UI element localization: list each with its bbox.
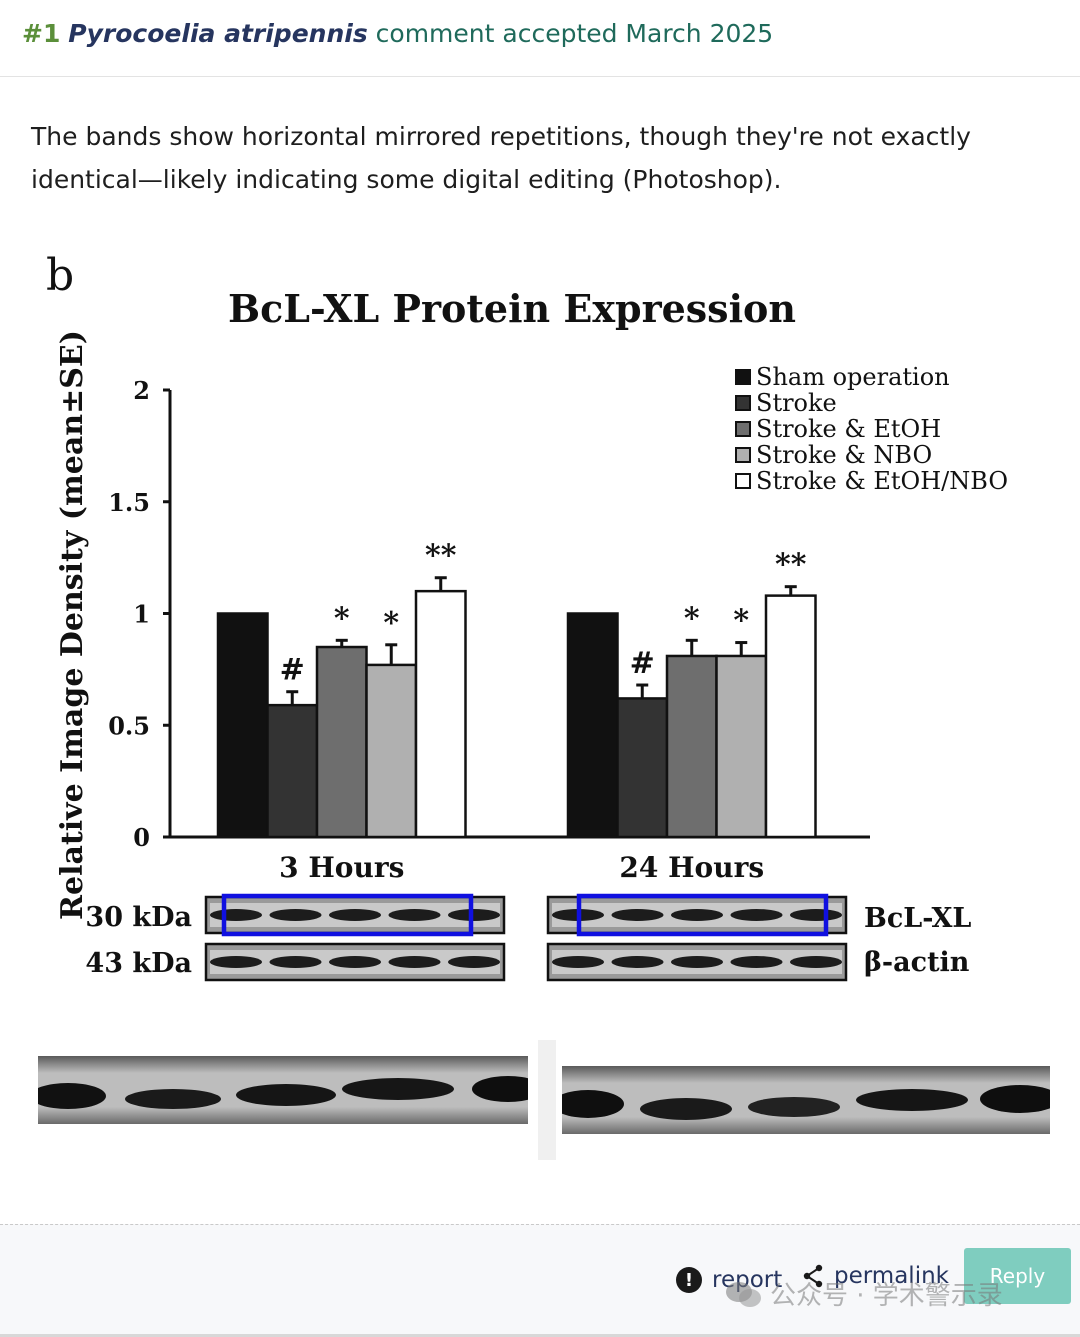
- significance-label: *: [733, 604, 749, 639]
- alert-icon: !: [676, 1267, 702, 1293]
- bar: [665, 654, 718, 839]
- blot-band: [671, 909, 723, 921]
- western-blots: 30 kDa 43 kDa BcL-XL β-actin: [85, 893, 971, 982]
- blot-band: [448, 909, 500, 921]
- blot-band: [329, 909, 381, 921]
- report-label: report: [712, 1267, 783, 1293]
- significance-label: *: [383, 606, 399, 641]
- blot-band: [671, 956, 723, 968]
- kda-43-label: 43 kDa: [85, 948, 192, 979]
- bar: [616, 697, 669, 839]
- comment-body: The bands show horizontal mirrored repet…: [31, 122, 971, 194]
- commenter-name[interactable]: Pyrocoelia atripennis: [68, 19, 368, 48]
- comment-number[interactable]: #1: [22, 19, 61, 48]
- bar: [365, 663, 418, 839]
- blot-band: [269, 909, 322, 921]
- panel-letter: b: [46, 250, 74, 301]
- reply-button[interactable]: Reply: [964, 1248, 1071, 1304]
- y-tick-label: 2: [133, 376, 150, 405]
- chart-title: BcL-XL Protein Expression: [228, 286, 796, 331]
- blot-band: [611, 909, 664, 921]
- y-tick-label: 0.5: [108, 711, 150, 740]
- y-tick-label: 0: [133, 823, 150, 852]
- blot-band: [210, 956, 262, 968]
- legend-label: Sham operation: [756, 363, 950, 391]
- blot-band: [269, 956, 322, 968]
- comment-header-line: #1 Pyrocoelia atripennis comment accepte…: [22, 19, 773, 48]
- significance-label: #: [280, 653, 305, 688]
- bar: [715, 654, 768, 839]
- permalink-link[interactable]: permalink: [802, 1263, 949, 1289]
- significance-label: #: [630, 646, 655, 681]
- y-axis-label: Relative Image Density (mean±SE): [55, 330, 90, 920]
- bar: [414, 589, 467, 839]
- highlight-box-right: [576, 893, 829, 937]
- actin-label: β-actin: [864, 947, 970, 978]
- y-tick-label: 1.5: [108, 488, 150, 517]
- report-link[interactable]: ! report: [676, 1267, 782, 1293]
- permalink-label: permalink: [834, 1263, 949, 1289]
- highlight-box-left: [221, 893, 474, 937]
- legend-swatch: [735, 369, 751, 385]
- legend-label: Stroke & EtOH/NBO: [756, 467, 1008, 495]
- legend-swatch: [735, 421, 751, 437]
- share-icon: [803, 1264, 823, 1288]
- blot-band: [329, 956, 381, 968]
- legend-label: Stroke & NBO: [756, 441, 932, 469]
- blot-band: [552, 956, 604, 968]
- y-tick-label: 1: [133, 600, 150, 629]
- zoom-blot-left: [30, 1040, 544, 1160]
- blot-band: [210, 909, 262, 921]
- comment-footer: ! report permalink Reply 公众号 · 学术警示录: [0, 1224, 1080, 1337]
- zoom-blot-right: [552, 1040, 1060, 1160]
- legend-label: Stroke: [756, 389, 837, 417]
- blot-band: [611, 956, 664, 968]
- blot-band: [790, 909, 842, 921]
- bar-chart: b BcL-XL Protein Expression Relative Ima…: [46, 250, 1008, 982]
- significance-label: **: [775, 548, 807, 583]
- comment-status: comment accepted March 2025: [375, 19, 774, 48]
- significance-label: *: [334, 601, 350, 636]
- blot-band: [448, 956, 500, 968]
- kda-30-label: 30 kDa: [85, 902, 192, 933]
- significance-label: **: [425, 539, 457, 574]
- bar: [315, 645, 368, 839]
- legend-swatch: [735, 447, 751, 463]
- blot-band: [790, 956, 842, 968]
- chart-bars: #* ***3 Hours#* ***24 Hours: [216, 539, 817, 884]
- zoom-divider: [538, 1040, 556, 1160]
- blot-band: [730, 909, 783, 921]
- legend-swatch: [735, 473, 751, 489]
- bar: [266, 703, 319, 839]
- x-category-label: 24 Hours: [619, 851, 764, 884]
- bar: [764, 594, 817, 839]
- bar: [216, 612, 269, 839]
- blot-band: [388, 909, 441, 921]
- blot-band: [730, 956, 783, 968]
- legend-swatch: [735, 395, 751, 411]
- figure-image: b BcL-XL Protein Expression Relative Ima…: [0, 240, 1080, 1000]
- bclxl-label: BcL-XL: [864, 903, 971, 934]
- blot-band: [388, 956, 441, 968]
- significance-label: *: [684, 601, 700, 636]
- x-category-label: 3 Hours: [279, 851, 404, 884]
- bar: [566, 612, 619, 839]
- legend-label: Stroke & EtOH: [756, 415, 941, 443]
- comment-header: #1 Pyrocoelia atripennis comment accepte…: [0, 0, 1080, 77]
